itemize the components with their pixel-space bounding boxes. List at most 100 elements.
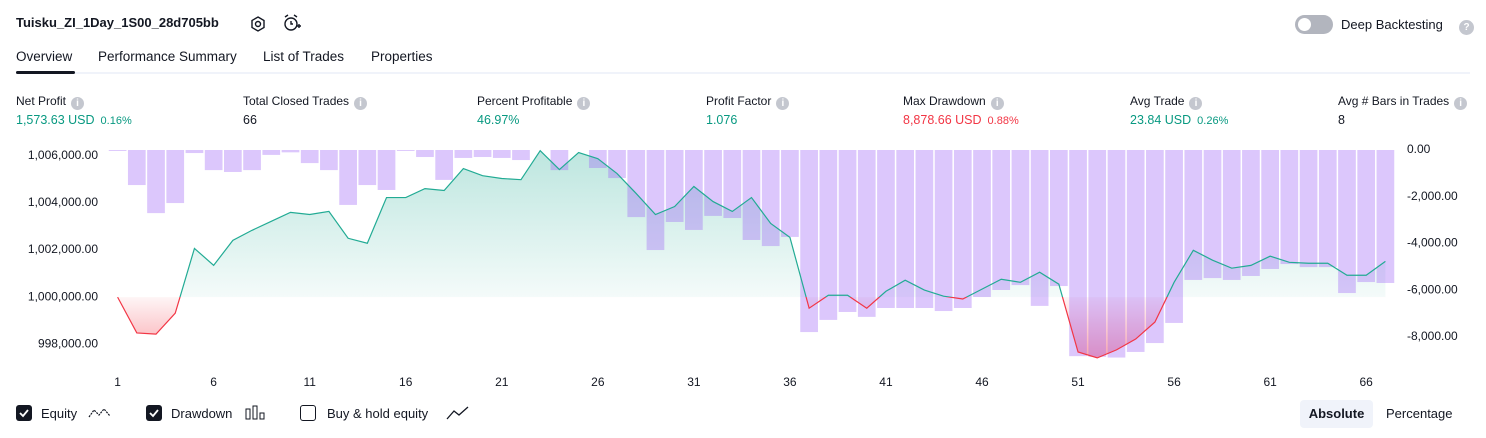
drawdown-bar bbox=[262, 150, 281, 155]
drawdown-bar bbox=[1126, 150, 1145, 352]
drawdown-bar bbox=[1299, 150, 1318, 268]
legend-label: Buy & hold equity bbox=[327, 406, 429, 421]
drawdown-bar bbox=[1184, 150, 1203, 280]
legend-icon bbox=[245, 405, 265, 420]
drawdown-bar bbox=[108, 150, 127, 151]
drawdown-bar bbox=[915, 150, 934, 308]
drawdown-bar bbox=[358, 150, 377, 186]
metric-value: 1,573.63 USD 0.16% bbox=[16, 113, 132, 127]
metric-label: Net Profit i bbox=[16, 94, 85, 110]
checkbox[interactable] bbox=[300, 405, 316, 421]
x-tick-label: 51 bbox=[1071, 375, 1085, 389]
drawdown-bar bbox=[1222, 150, 1241, 280]
drawdown-bar bbox=[973, 150, 991, 298]
drawdown-bar bbox=[819, 150, 838, 320]
alert-icon[interactable] bbox=[282, 13, 302, 33]
drawdown-bar bbox=[608, 150, 626, 179]
metric-label: Profit Factor i bbox=[706, 94, 790, 110]
drawdown-bar bbox=[550, 150, 569, 171]
drawdown-bar bbox=[396, 150, 415, 151]
x-tick-label: 26 bbox=[591, 375, 605, 389]
metric-value: 8,878.66 USD 0.88% bbox=[903, 113, 1019, 127]
drawdown-bar bbox=[512, 150, 530, 161]
drawdown-bar bbox=[492, 150, 511, 158]
legend-icon bbox=[88, 408, 111, 418]
drawdown-bar bbox=[1357, 150, 1376, 283]
legend-label: Drawdown bbox=[171, 406, 233, 421]
drawdown-bar bbox=[761, 150, 780, 247]
drawdown-bar bbox=[1280, 150, 1299, 265]
drawdown-bar bbox=[877, 150, 895, 308]
metric-value: 46.97% bbox=[477, 113, 520, 127]
drawdown-bar bbox=[1107, 150, 1126, 358]
drawdown-bar bbox=[646, 150, 665, 251]
x-tick-label: 46 bbox=[975, 375, 989, 389]
drawdown-bar bbox=[1318, 150, 1337, 268]
drawdown-bar bbox=[1338, 150, 1356, 294]
drawdown-bar bbox=[281, 150, 300, 153]
x-tick-label: 16 bbox=[399, 375, 413, 389]
legend-icon bbox=[446, 406, 469, 420]
y2-tick-label: -8,000.00 bbox=[1407, 329, 1458, 343]
drawdown-bar bbox=[934, 150, 953, 312]
tab[interactable]: Properties bbox=[371, 49, 433, 64]
drawdown-bar bbox=[953, 150, 972, 308]
metric-label: Total Closed Trades i bbox=[243, 94, 368, 110]
tab[interactable]: Overview bbox=[16, 49, 73, 64]
x-tick-label: 61 bbox=[1263, 375, 1277, 389]
drawdown-bar bbox=[896, 150, 915, 308]
tab-divider bbox=[16, 72, 1470, 74]
strategy-title: Tuisku_ZI_1Day_1S00_28d705bb bbox=[16, 15, 219, 30]
x-tick-label: 66 bbox=[1360, 375, 1374, 389]
drawdown-bar bbox=[627, 150, 646, 218]
metric-value: 8 bbox=[1338, 113, 1345, 127]
drawdown-bar bbox=[1146, 150, 1164, 344]
drawdown-bar bbox=[704, 150, 722, 216]
x-tick-label: 21 bbox=[495, 375, 509, 389]
drawdown-bar bbox=[665, 150, 684, 222]
toggle-label: Deep Backtesting bbox=[1341, 17, 1443, 32]
settings-icon[interactable] bbox=[248, 14, 268, 34]
toggle[interactable] bbox=[1295, 15, 1333, 34]
tab[interactable]: List of Trades bbox=[263, 49, 345, 64]
drawdown-bar bbox=[1049, 150, 1068, 287]
drawdown-bar bbox=[1088, 150, 1107, 357]
drawdown-bar bbox=[685, 150, 703, 230]
scale-button[interactable]: Absolute bbox=[1300, 400, 1373, 428]
drawdown-bar bbox=[300, 150, 319, 164]
drawdown-bar bbox=[1261, 150, 1279, 269]
tab[interactable]: Performance Summary bbox=[98, 49, 237, 64]
metric-value: 1.076 bbox=[706, 113, 738, 127]
drawdown-bar bbox=[1376, 150, 1395, 283]
drawdown-bar bbox=[147, 150, 165, 214]
drawdown-bar bbox=[742, 150, 761, 240]
drawdown-bar bbox=[800, 150, 818, 333]
y-tick-label: 1,000,000.00 bbox=[28, 289, 98, 303]
x-tick-label: 6 bbox=[210, 375, 217, 389]
y-tick-label: 1,002,000.00 bbox=[28, 242, 98, 256]
equity-line bbox=[117, 149, 1386, 359]
drawdown-bar bbox=[435, 150, 454, 180]
drawdown-bar bbox=[204, 150, 223, 171]
metric-value: 23.84 USD 0.26% bbox=[1130, 113, 1229, 127]
drawdown-bar bbox=[127, 150, 146, 186]
checkbox[interactable] bbox=[146, 405, 162, 421]
metric-label: Max Drawdown i bbox=[903, 94, 1004, 110]
y2-tick-label: -6,000.00 bbox=[1407, 282, 1458, 296]
metric-value: 66 bbox=[243, 113, 257, 127]
drawdown-bar bbox=[454, 150, 473, 158]
checkbox[interactable] bbox=[16, 405, 32, 421]
drawdown-bar bbox=[1242, 150, 1260, 276]
y2-tick-label: 0.00 bbox=[1407, 142, 1431, 156]
metric-label: Percent Profitable i bbox=[477, 94, 591, 110]
drawdown-bar bbox=[1011, 150, 1030, 286]
drawdown-bar bbox=[473, 150, 492, 158]
scale-button[interactable]: Percentage bbox=[1386, 406, 1453, 421]
drawdown-bar bbox=[1030, 150, 1049, 306]
y2-tick-label: -2,000.00 bbox=[1407, 189, 1458, 203]
drawdown-bar bbox=[377, 150, 396, 190]
drawdown-bar bbox=[339, 150, 357, 205]
y-tick-label: 1,006,000.00 bbox=[28, 148, 98, 162]
